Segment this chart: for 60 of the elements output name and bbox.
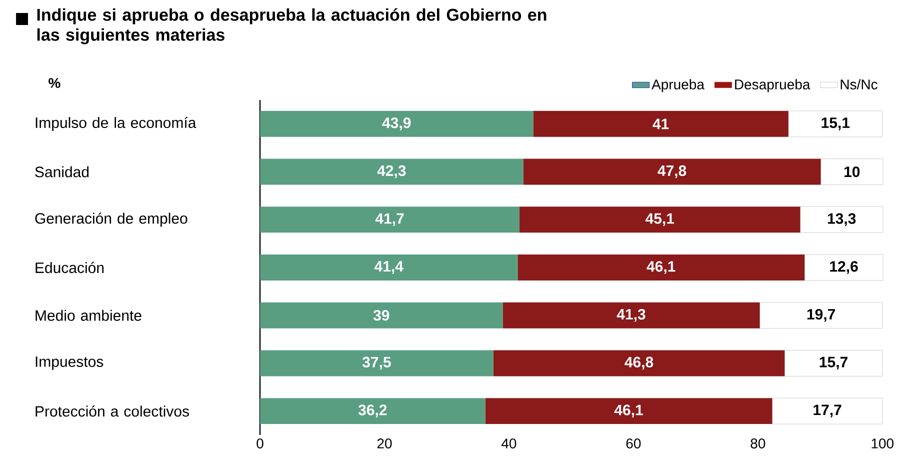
data-label: 36,2 (358, 404, 387, 418)
legend-label: Desaprueba (735, 79, 810, 92)
data-label: 41,7 (375, 213, 404, 226)
data-label: 41 (652, 118, 669, 130)
bar (533, 110, 788, 137)
chart-title: Indique si aprueba o desaprueba la actuación del Gobierno en las siguientes materias (37, 8, 546, 44)
bar (493, 350, 785, 376)
bar (784, 350, 883, 376)
x-tick-label: 0 (256, 438, 264, 448)
y-tick-label: Impuestos (36, 356, 104, 370)
data-label: 47,8 (658, 165, 686, 178)
y-tick-label: Medio ambiente (36, 310, 142, 321)
x-tick-label: 40 (501, 438, 516, 448)
data-label: 13,3 (828, 213, 856, 226)
data-label: 12,6 (830, 261, 858, 274)
data-label: 39 (373, 310, 390, 321)
x-tick-label: 20 (377, 438, 392, 448)
bar (800, 206, 884, 233)
data-label: 15,7 (820, 356, 848, 370)
y-tick-label: Generación de empleo (35, 212, 188, 227)
y-tick-label: Impulso de la economía (36, 116, 196, 132)
bar (520, 206, 800, 233)
bar (260, 206, 520, 233)
data-label: 46,1 (646, 261, 676, 274)
bar (788, 110, 883, 138)
bar (260, 158, 524, 185)
bar (804, 254, 884, 281)
text: % (48, 78, 60, 88)
bar (260, 398, 486, 424)
data-label: 42,3 (377, 165, 406, 178)
bar (260, 350, 494, 376)
legend-label: Aprueba (652, 79, 704, 92)
y-tick-label: Protección a colectivos (36, 405, 189, 417)
y-tick-label: Educación (36, 262, 104, 274)
bar (772, 398, 883, 424)
data-label: 10 (844, 166, 860, 178)
data-label: 17,7 (814, 404, 842, 418)
bar (518, 254, 805, 280)
data-label: 41,4 (374, 261, 404, 274)
y-tick-label: Sanidad (35, 166, 89, 178)
bar (502, 302, 760, 328)
data-label: 45,1 (646, 213, 674, 226)
bar (485, 398, 772, 424)
x-tick-label: 100 (872, 438, 894, 448)
data-label: 41,3 (616, 308, 646, 322)
bar (260, 110, 534, 137)
data-label: 43,9 (382, 118, 411, 130)
legend-label: Ns/Nc (840, 79, 878, 90)
x-tick-label: 80 (750, 438, 766, 448)
x-tick-label: 60 (626, 438, 641, 448)
data-label: 46,8 (624, 356, 654, 370)
bar (260, 302, 503, 328)
bar (820, 158, 884, 185)
data-label: 37,5 (362, 356, 391, 370)
bar (523, 158, 821, 185)
bar (760, 302, 883, 329)
bar (260, 254, 518, 280)
data-label: 19,7 (807, 308, 836, 322)
data-label: 15,1 (822, 118, 850, 130)
data-label: 46,1 (614, 404, 643, 418)
